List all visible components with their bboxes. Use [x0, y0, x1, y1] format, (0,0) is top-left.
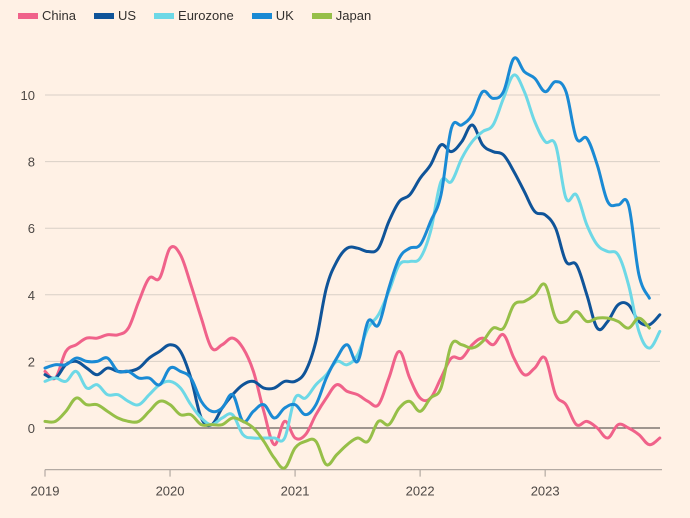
- legend-label: UK: [275, 8, 294, 23]
- legend-item-japan: Japan: [311, 8, 372, 23]
- x-tick-label: 2022: [406, 484, 435, 499]
- legend-swatch: [251, 12, 272, 19]
- legend-label: US: [117, 8, 137, 23]
- y-tick-label: 10: [21, 88, 35, 103]
- y-tick-label: 6: [28, 221, 35, 236]
- legend-item-uk: UK: [251, 8, 294, 23]
- y-tick-label: 8: [28, 155, 35, 170]
- legend-label: China: [42, 8, 76, 23]
- legend: China US Eurozone UK Japan: [18, 8, 371, 23]
- y-tick-label: 4: [28, 288, 35, 303]
- series-line-china: [43, 245, 662, 447]
- x-tick-label: 2023: [531, 484, 560, 499]
- legend-item-us: US: [93, 8, 137, 23]
- legend-swatch: [93, 12, 114, 19]
- series-line-japan: [43, 282, 651, 470]
- legend-swatch: [311, 12, 332, 19]
- x-tick-label: 2020: [156, 484, 185, 499]
- series-line-uk: [43, 56, 651, 424]
- x-tick-label: 2021: [281, 484, 310, 499]
- y-tick-label: 2: [28, 354, 35, 369]
- series-line-eurozone: [43, 73, 662, 443]
- y-tick-label: 0: [28, 421, 35, 436]
- legend-label: Japan: [335, 8, 372, 23]
- legend-swatch: [154, 12, 175, 19]
- legend-label: Eurozone: [178, 8, 234, 23]
- legend-item-eurozone: Eurozone: [154, 8, 234, 23]
- x-tick-label: 2019: [31, 484, 60, 499]
- legend-item-china: China: [18, 8, 76, 23]
- legend-swatch: [18, 12, 38, 19]
- series-line-us: [43, 123, 662, 428]
